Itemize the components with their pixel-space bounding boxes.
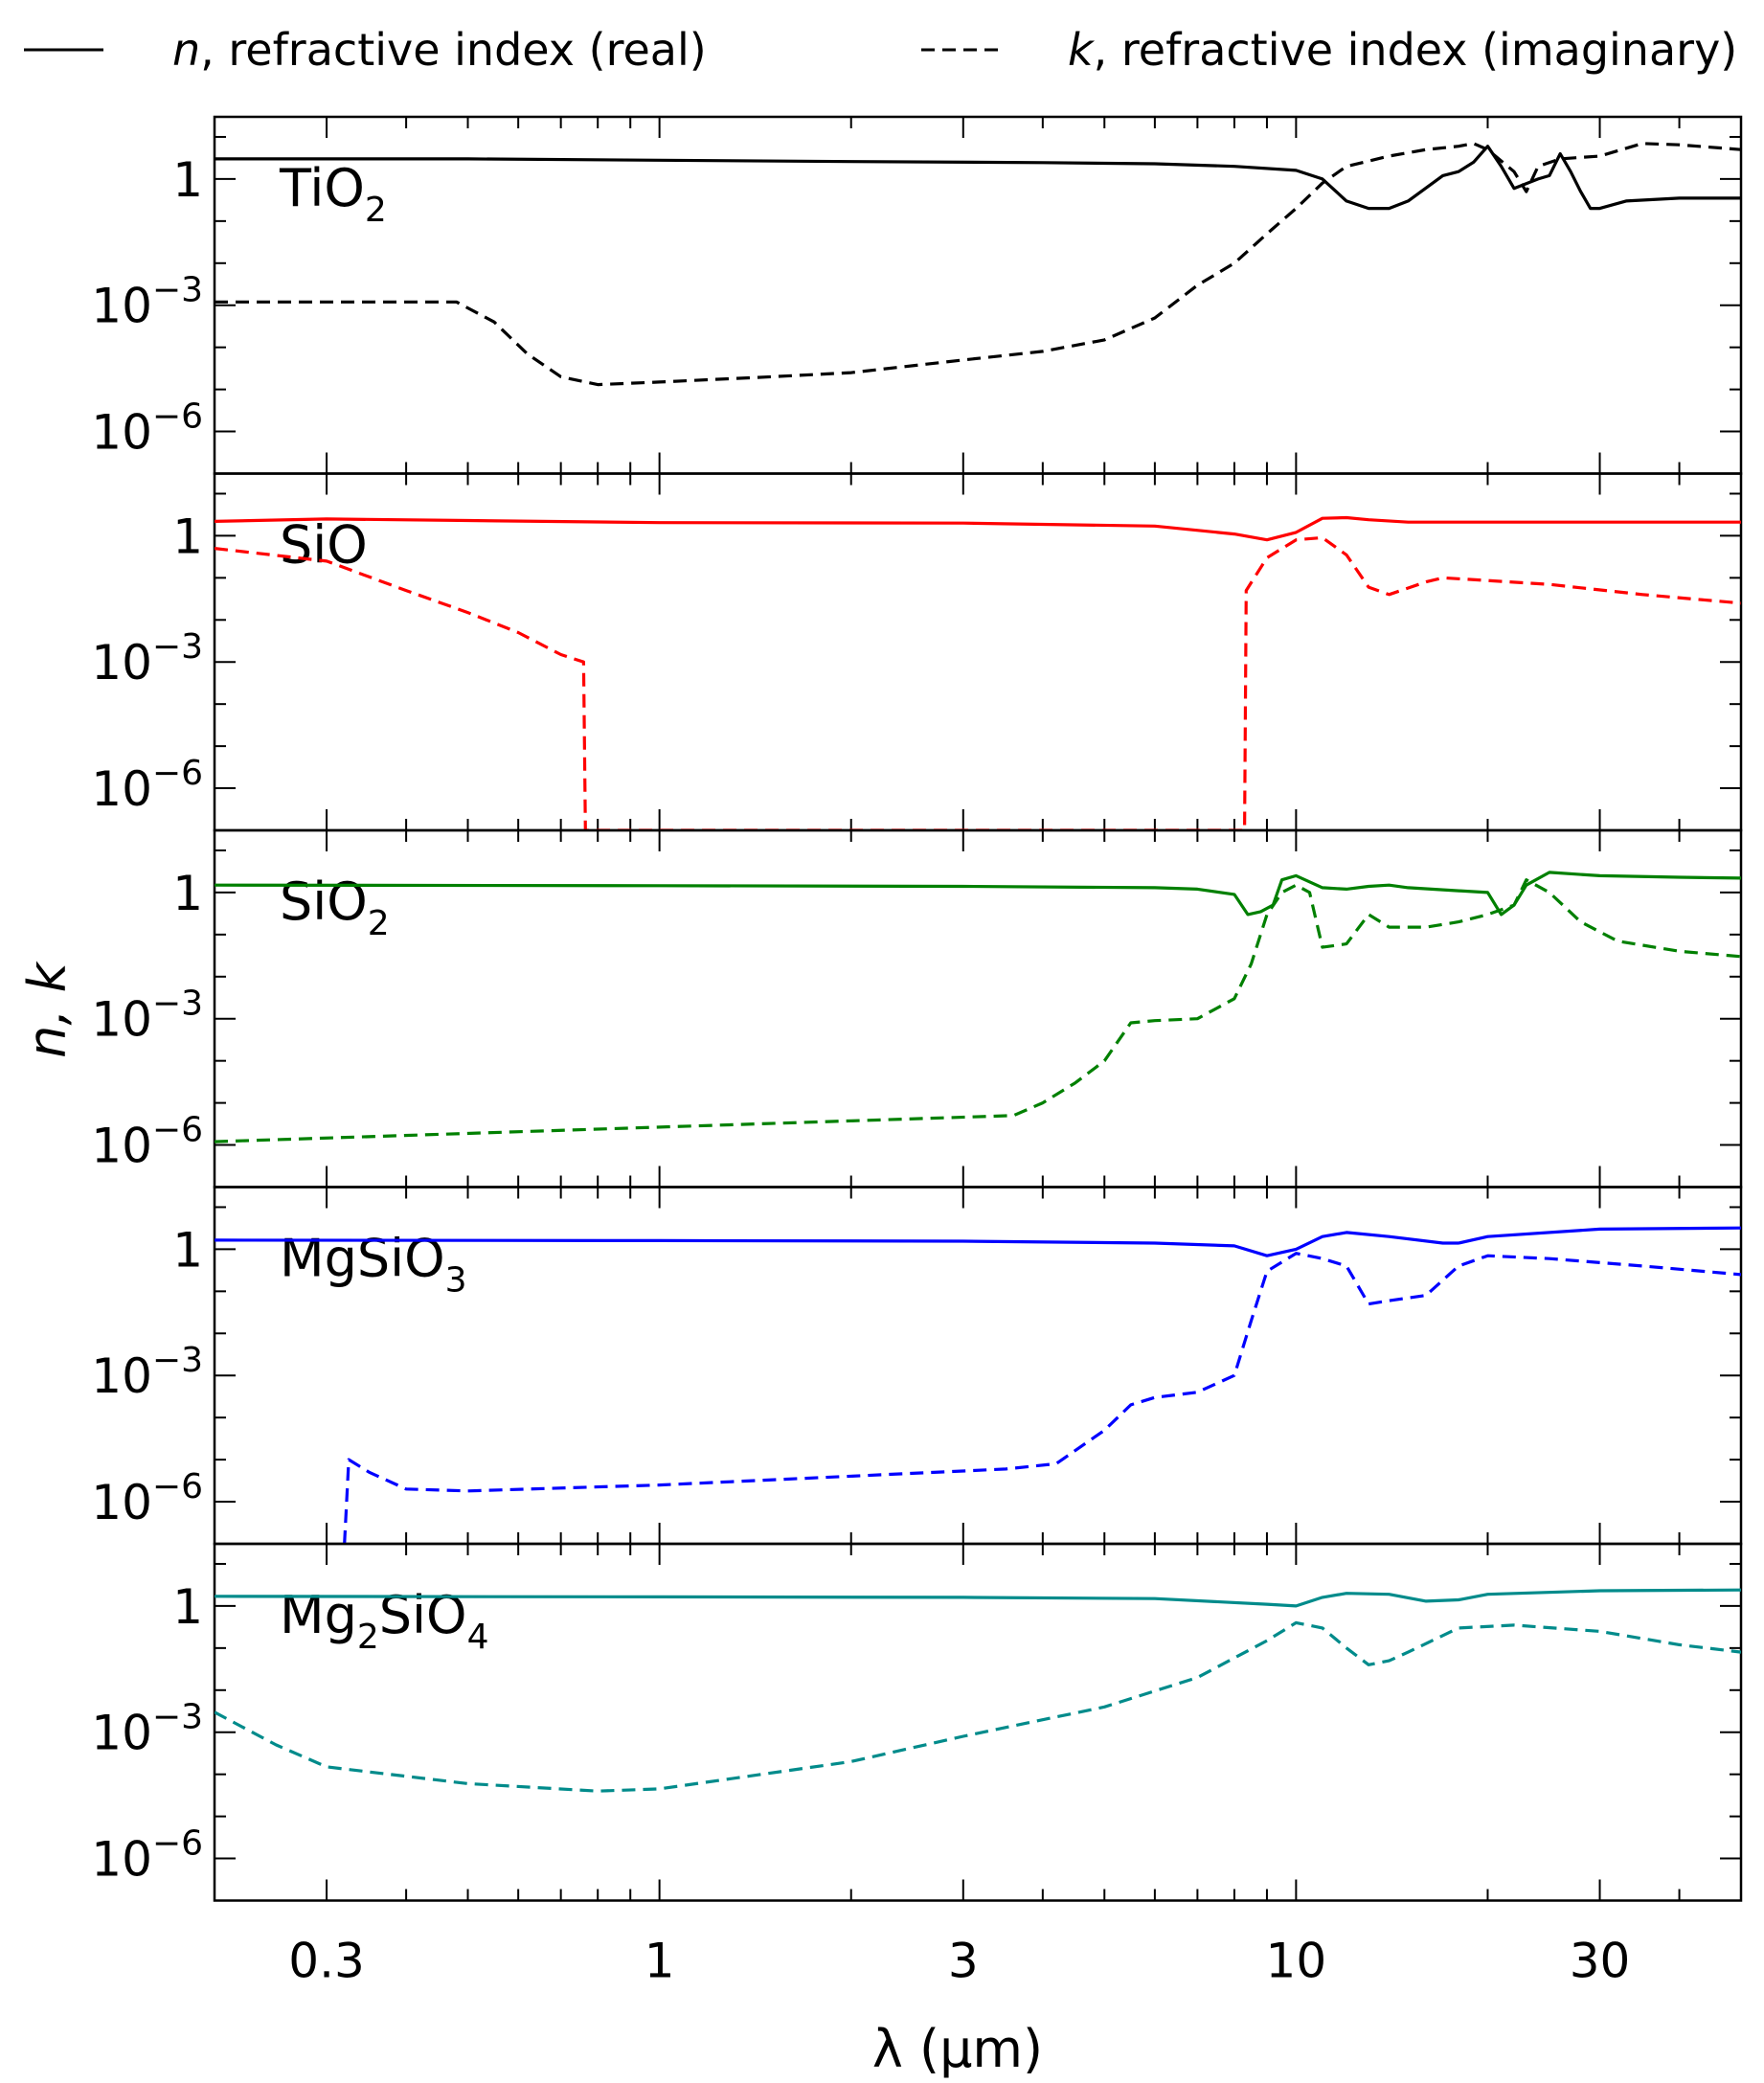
y-tick-label: 10−6	[91, 754, 203, 817]
material-label: SiO2	[280, 872, 390, 943]
y-tick-label: 10−6	[91, 1824, 203, 1888]
x-axis-title: λ (μm)	[872, 2019, 1043, 2079]
y-tick-label: 10−6	[91, 397, 203, 461]
series-n-line	[215, 515, 1741, 542]
series-k-line	[215, 878, 1741, 1143]
series-n-line	[215, 1226, 1741, 1257]
panel-frame	[213, 1542, 1743, 1902]
panel-2: 10−6 10−3 1 SiO	[91, 472, 1743, 832]
x-tick-label: 3	[948, 1934, 979, 1989]
y-tick-label: 10−6	[91, 1467, 203, 1530]
series-n-line	[215, 1588, 1741, 1608]
series-k-line	[215, 535, 1741, 830]
x-tick-label: 0.3	[288, 1934, 365, 1989]
y-tick-label: 10−6	[91, 1111, 203, 1174]
series-n-line	[215, 871, 1741, 917]
x-tick-label: 30	[1570, 1934, 1631, 1989]
x-tick-labels: 0.3 1 3 10 30	[288, 1934, 1630, 1989]
material-label: TiO2	[279, 158, 387, 230]
series-k-line	[343, 1252, 1741, 1544]
y-tick-label: 1	[172, 152, 203, 208]
panel-frame	[213, 472, 1743, 832]
panel-5: 10−610−31 Mg2SiO4	[91, 1542, 1743, 1902]
y-tick-label: 10−3	[91, 627, 203, 691]
y-tick-label: 10−3	[91, 1698, 203, 1761]
panel-4: 10−6 10−3 1 MgSiO3	[91, 1186, 1743, 1546]
legend-entry-n: n, refractive index (real)	[172, 24, 707, 76]
panel-3: 10−6 10−3 1 SiO2	[91, 828, 1743, 1189]
legend: n, refractive index (real) k, refractive …	[24, 24, 1737, 76]
series-n-line	[215, 145, 1741, 211]
x-tick-label: 1	[645, 1934, 675, 1989]
y-tick-label: 10−3	[91, 985, 203, 1048]
y-tick-label: 1	[172, 866, 203, 921]
series-k-line	[215, 1620, 1741, 1793]
material-label: MgSiO3	[280, 1229, 467, 1301]
series-k-line	[215, 142, 1741, 387]
panel-frame	[213, 828, 1743, 1189]
y-tick-label: 10−3	[91, 1341, 203, 1404]
y-axis-title: n, k	[17, 960, 78, 1058]
x-tick-label: 10	[1266, 1934, 1327, 1989]
y-tick-label: 1	[172, 1222, 203, 1278]
y-tick-label: 1	[172, 509, 203, 564]
legend-entry-k: k, refractive index (imaginary)	[1068, 24, 1737, 76]
material-label: SiO	[280, 515, 368, 576]
y-tick-label: 10−3	[91, 271, 203, 334]
y-tick-label: 1	[172, 1579, 203, 1635]
panel-1: 10−6 10−3 1 TiO2	[91, 115, 1743, 475]
